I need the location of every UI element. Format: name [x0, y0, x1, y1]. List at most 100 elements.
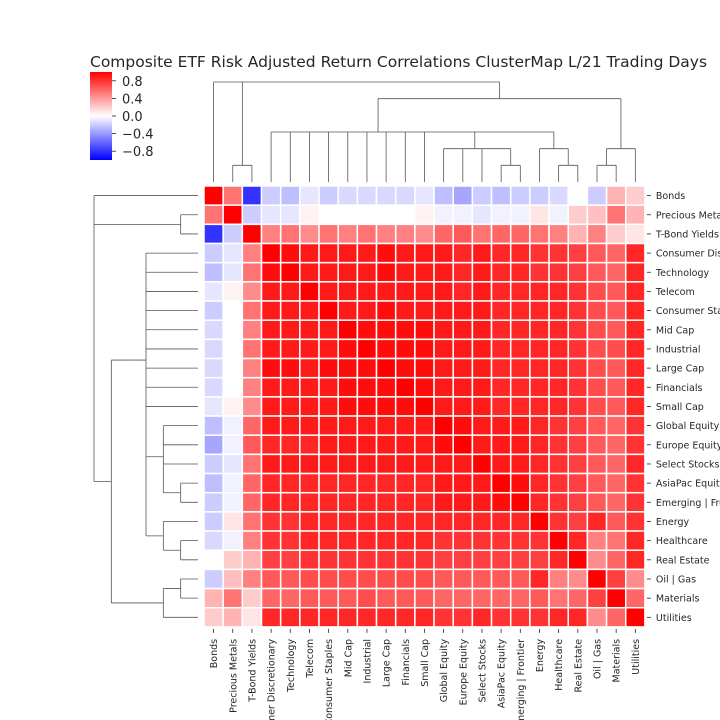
heatmap-cell-materials-large-cap: [375, 587, 397, 609]
colorbar-gradient: [90, 72, 112, 160]
heatmap-cell-utilities-real-estate: [567, 606, 589, 628]
heatmap-cell-telecom-telecom: [299, 281, 320, 302]
heatmap-cell-telecom-global-equity: [433, 281, 454, 302]
heatmap-cell-small-cap-mid-cap: [337, 396, 359, 417]
heatmap-cell-europe-equity-large-cap: [375, 434, 397, 456]
col-label-utilities: Utilities: [631, 639, 642, 675]
col-label-financials: Financials: [401, 639, 412, 686]
heatmap-cell-real-estate-energy: [529, 549, 550, 571]
heatmap-cell-asiapac-equity-europe-equity: [452, 472, 474, 494]
heatmap-cell-emerging-frontier-consumer-discretionary: [260, 491, 282, 513]
heatmap-cell-utilities-global-equity: [433, 606, 454, 628]
heatmap-cell-real-estate-technology: [279, 549, 301, 571]
heatmap-cell-europe-equity-precious-metals: [222, 434, 244, 456]
heatmap-cell-emerging-frontier-materials: [605, 491, 627, 513]
heatmap-cell-precious-metals-consumer-staples: [318, 204, 339, 226]
heatmap-cell-financials-asiapac-equity: [490, 376, 512, 398]
heatmap-cell-financials-small-cap: [414, 376, 435, 398]
col-label-bonds: Bonds: [209, 639, 220, 668]
heatmap-cell-energy-large-cap: [375, 511, 397, 532]
heatmap-cell-t-bond-yields-materials: [605, 223, 627, 245]
heatmap-cell-asiapac-equity-telecom: [299, 472, 320, 494]
heatmap-cell-materials-select-stocks: [471, 587, 493, 609]
heatmap-cell-healthcare-asiapac-equity: [490, 530, 512, 551]
heatmap-cell-t-bond-yields-consumer-discretionary: [260, 223, 282, 245]
heatmap-cell-emerging-frontier-technology: [279, 491, 301, 513]
heatmap-cell-oil-gas-large-cap: [375, 568, 397, 590]
heatmap-cell-consumer-discretionary-europe-equity: [452, 242, 474, 264]
heatmap-cell-oil-gas-industrial: [356, 568, 378, 590]
heatmap-cell-global-equity-technology: [279, 415, 301, 436]
heatmap-cell-financials-real-estate: [567, 376, 589, 398]
heatmap-cell-select-stocks-utilities: [624, 453, 646, 475]
heatmap-cell-financials-healthcare: [548, 376, 569, 398]
heatmap-cell-mid-cap-real-estate: [567, 319, 589, 341]
heatmap-cell-large-cap-consumer-discretionary: [260, 357, 282, 379]
heatmap-cell-real-estate-industrial: [356, 549, 378, 571]
heatmap-cell-technology-real-estate: [567, 261, 589, 283]
heatmap-cell-global-equity-consumer-staples: [318, 415, 339, 436]
heatmap-cell-technology-industrial: [356, 261, 378, 283]
heatmap-cell-emerging-frontier-utilities: [624, 491, 646, 513]
heatmap-cell-oil-gas-t-bond-yields: [241, 568, 263, 590]
heatmap-cell-telecom-energy: [529, 281, 550, 302]
heatmap-cell-asiapac-equity-materials: [605, 472, 627, 494]
heatmap-cell-select-stocks-global-equity: [433, 453, 454, 475]
heatmap-cell-consumer-discretionary-energy: [529, 242, 550, 264]
heatmap-cell-industrial-select-stocks: [471, 338, 493, 360]
heatmap-cell-energy-precious-metals: [222, 511, 244, 532]
heatmap-cell-small-cap-materials: [605, 396, 627, 417]
heatmap-cell-t-bond-yields-mid-cap: [337, 223, 359, 245]
heatmap-cell-small-cap-precious-metals: [222, 396, 244, 417]
heatmap-cell-select-stocks-t-bond-yields: [241, 453, 263, 475]
heatmap-cell-precious-metals-t-bond-yields: [241, 204, 263, 226]
heatmap-cell-energy-real-estate: [567, 511, 589, 532]
heatmap-cell-energy-t-bond-yields: [241, 511, 263, 532]
heatmap-cell-consumer-discretionary-consumer-discretionary: [260, 242, 282, 264]
heatmap-cell-consumer-discretionary-technology: [279, 242, 301, 264]
heatmap-cell-europe-equity-healthcare: [548, 434, 569, 456]
heatmap-cell-oil-gas-consumer-discretionary: [260, 568, 282, 590]
heatmap-cell-precious-metals-consumer-discretionary: [260, 204, 282, 226]
heatmap-cell-europe-equity-select-stocks: [471, 434, 493, 456]
heatmap-cell-asiapac-equity-asiapac-equity: [490, 472, 512, 494]
heatmap-cell-telecom-select-stocks: [471, 281, 493, 302]
row-dendrogram: [93, 195, 198, 618]
heatmap-cell-large-cap-bonds: [203, 357, 224, 379]
heatmap-cell-telecom-europe-equity: [452, 281, 474, 302]
heatmap-cell-real-estate-healthcare: [548, 549, 569, 571]
heatmap-cell-bonds-utilities: [624, 185, 646, 206]
heatmap-cell-technology-europe-equity: [452, 261, 474, 283]
heatmap-cell-europe-equity-utilities: [624, 434, 646, 456]
heatmap-cell-precious-metals-telecom: [299, 204, 320, 226]
heatmap-cell-financials-oil-gas: [586, 376, 608, 398]
heatmap-cell-bonds-financials: [394, 185, 416, 206]
heatmap-cell-consumer-staples-select-stocks: [471, 300, 493, 321]
heatmap-cell-real-estate-telecom: [299, 549, 320, 571]
heatmap-cell-mid-cap-global-equity: [433, 319, 454, 341]
heatmap-cell-consumer-staples-europe-equity: [452, 300, 474, 321]
heatmap-cell-technology-emerging-frontier: [509, 261, 531, 283]
heatmap-cell-select-stocks-real-estate: [567, 453, 589, 475]
row-label-healthcare: Healthcare: [656, 536, 708, 547]
heatmap-cell-consumer-staples-small-cap: [414, 300, 435, 321]
heatmap-cell-utilities-financials: [394, 606, 416, 628]
heatmap-cell-consumer-staples-utilities: [624, 300, 646, 321]
heatmap-cell-industrial-small-cap: [414, 338, 435, 360]
heatmap-cell-industrial-oil-gas: [586, 338, 608, 360]
heatmap-cell-small-cap-small-cap: [414, 396, 435, 417]
colorbar-tick-label: 0.4: [122, 92, 143, 107]
heatmap-cell-bonds-emerging-frontier: [509, 185, 531, 206]
heatmap-cell-financials-global-equity: [433, 376, 454, 398]
heatmap-cell-telecom-mid-cap: [337, 281, 359, 302]
heatmap-cell-small-cap-asiapac-equity: [490, 396, 512, 417]
heatmap-cell-select-stocks-consumer-staples: [318, 453, 339, 475]
heatmap-cell-consumer-staples-consumer-staples: [318, 300, 339, 321]
heatmap-cell-energy-emerging-frontier: [509, 511, 531, 532]
heatmap-cell-small-cap-energy: [529, 396, 550, 417]
heatmap-cell-financials-emerging-frontier: [509, 376, 531, 398]
heatmap-cell-mid-cap-consumer-staples: [318, 319, 339, 341]
heatmap-cell-small-cap-telecom: [299, 396, 320, 417]
heatmap-cell-oil-gas-oil-gas: [586, 568, 608, 590]
heatmap-cell-telecom-financials: [394, 281, 416, 302]
